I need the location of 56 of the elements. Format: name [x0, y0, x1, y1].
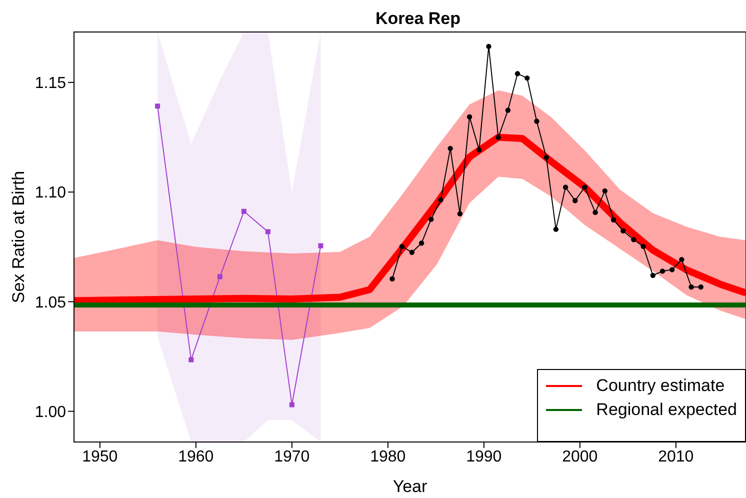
point [562, 184, 568, 190]
x-tick-label: 1990 [466, 448, 502, 466]
point [572, 198, 578, 204]
point [428, 216, 434, 222]
legend-label: Country estimate [596, 375, 725, 397]
point [466, 114, 472, 120]
x-tick-label: 2000 [562, 448, 598, 466]
point [318, 243, 324, 248]
point [698, 284, 704, 290]
point [448, 146, 453, 152]
y-tick-label: 1.10 [34, 184, 66, 202]
point [640, 244, 646, 250]
point [399, 244, 405, 250]
point [660, 268, 666, 274]
point [265, 229, 270, 234]
point [620, 228, 626, 234]
legend-label: Regional expected [596, 399, 737, 421]
point [505, 108, 511, 113]
point [486, 44, 492, 50]
point [418, 240, 424, 246]
point [631, 237, 636, 242]
x-tick-label: 1960 [178, 448, 214, 466]
point [438, 197, 444, 203]
point [496, 134, 501, 140]
y-axis-title: Sex Ratio at Birth [9, 170, 28, 304]
point [457, 211, 463, 216]
point [679, 256, 684, 262]
point [241, 208, 246, 214]
x-tick-label: 1980 [370, 448, 406, 466]
chart-title: Korea Rep [375, 9, 461, 28]
point [289, 402, 294, 408]
point [476, 147, 482, 153]
point [534, 118, 540, 124]
point [514, 71, 520, 76]
point [582, 184, 588, 190]
point [592, 210, 598, 216]
point [188, 357, 194, 362]
point [544, 154, 549, 160]
x-tick-label: 1970 [274, 448, 310, 466]
point [650, 272, 656, 278]
point [610, 217, 616, 222]
point [217, 274, 222, 280]
y-tick-label: 1.00 [34, 404, 66, 421]
point [409, 250, 415, 255]
point [390, 276, 395, 282]
x-tick-label: 2010 [658, 448, 694, 466]
point [688, 284, 694, 290]
point [602, 188, 608, 194]
y-tick-label: 1.15 [34, 75, 66, 92]
x-tick-label: 1950 [82, 448, 118, 466]
point [553, 226, 559, 232]
x-axis-title: Year [392, 477, 428, 496]
point [155, 104, 160, 109]
y-tick-label: 1.05 [34, 294, 66, 312]
point [669, 267, 675, 272]
point [524, 75, 530, 81]
